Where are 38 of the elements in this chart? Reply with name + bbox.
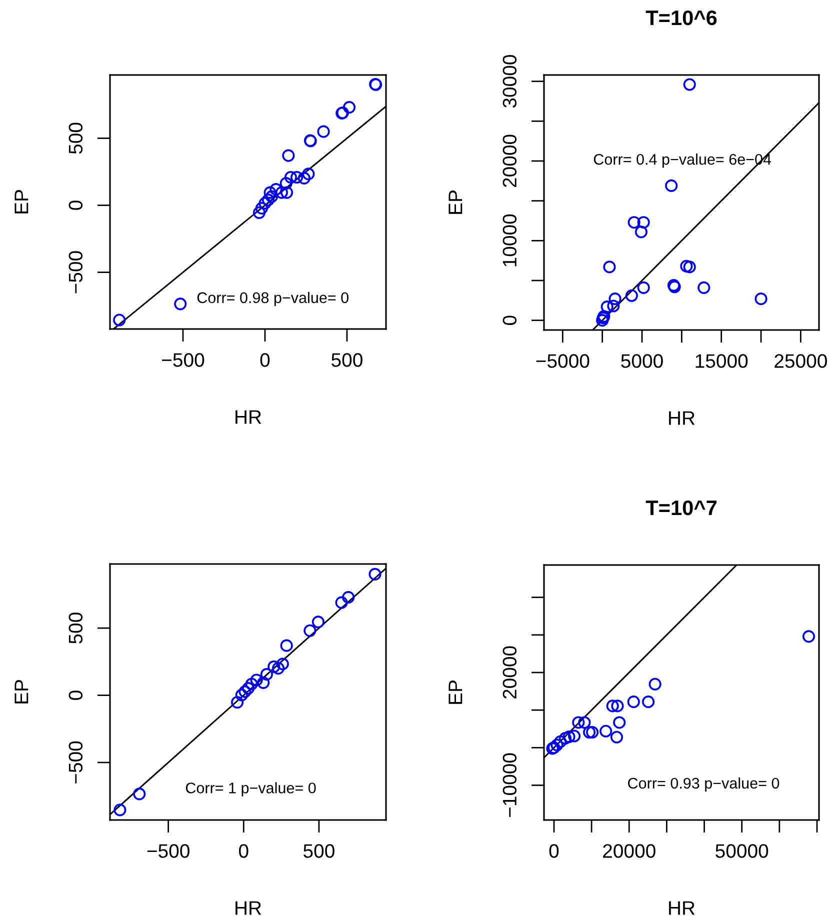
x-axis-title: HR [669,901,695,915]
chart-title: T=10^6 [646,10,717,26]
x-tick-label: 500 [304,844,334,858]
y-tick-label: 0 [68,690,83,700]
x-tick-label: 25000 [774,354,827,368]
x-axis-title: HR [236,901,262,915]
annotation: Corr= 1 p−value= 0 [186,782,316,796]
y-tick-label: 30000 [502,55,517,108]
x-tick-label: 0 [549,844,559,858]
x-tick-label: 0 [260,353,270,367]
x-tick-label: 5000 [621,354,663,368]
x-axis-title: HR [236,410,262,424]
x-tick-label: 20000 [603,844,656,858]
x-tick-label: −500 [162,353,204,367]
chart-title: T=10^7 [646,500,716,516]
y-tick-label: −500 [68,741,83,784]
y-tick-label: 0 [68,200,83,210]
y-tick-label: −10000 [502,753,517,817]
x-tick-label: 15000 [696,354,748,368]
y-tick-label: 20000 [502,646,517,699]
y-axis-title: EP [14,680,28,704]
x-tick-label: −5000 [536,354,590,368]
y-axis-title: EP [448,190,462,214]
y-tick-label: 20000 [502,134,517,188]
y-axis-title: EP [14,190,28,214]
x-axis-title: HR [669,411,695,425]
x-tick-label: 500 [332,353,362,367]
annotation: Corr= 0.93 p−value= 0 [628,777,780,792]
y-tick-label: 10000 [502,214,517,266]
x-tick-label: 50000 [716,844,768,858]
y-tick-label: 500 [68,122,83,154]
annotation: Corr= 0.98 p−value= 0 [197,292,348,306]
y-tick-label: 500 [68,612,83,644]
x-tick-label: −500 [147,844,190,858]
y-axis-title: EP [448,680,462,704]
y-tick-label: 0 [502,316,517,325]
y-tick-label: −500 [68,251,83,294]
x-tick-label: 0 [238,844,248,858]
